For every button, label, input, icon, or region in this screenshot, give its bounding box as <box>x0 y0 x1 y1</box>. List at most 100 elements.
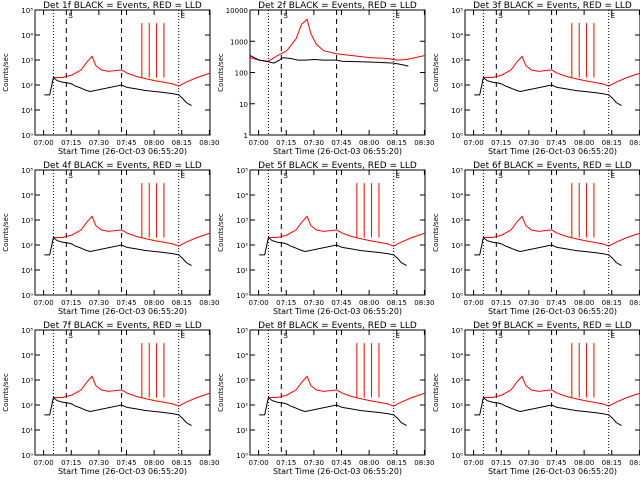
y-tick-label: 10⁵ <box>21 167 33 175</box>
panel-title: Det 4f BLACK = Events, RED = LLD <box>43 161 202 171</box>
x-tick-label: 07:30 <box>519 299 539 307</box>
events-series-line <box>259 396 407 427</box>
x-tick-label: 08:15 <box>387 139 407 147</box>
y-tick-label: 10³ <box>451 377 463 385</box>
x-tick-label: 07:00 <box>249 139 269 147</box>
plot-frame <box>249 329 426 456</box>
x-tick-label: 07:15 <box>276 459 296 467</box>
x-tick-label: 07:45 <box>546 299 566 307</box>
s-marker: S <box>68 332 73 340</box>
y-tick-label: 10² <box>21 82 33 90</box>
lld-series-line <box>268 215 426 247</box>
y-tick-label: 10⁴ <box>21 352 33 360</box>
x-axis-label: Start Time (26-Oct-03 06:55:20) <box>273 307 402 316</box>
panel-title: Det 3f BLACK = Events, RED = LLD <box>473 1 632 11</box>
lld-series-line <box>53 215 211 247</box>
y-tick-label: 10¹ <box>451 107 463 115</box>
lld-series-line <box>268 375 426 407</box>
e-marker: E <box>396 332 400 340</box>
panel-title: Det 9f BLACK = Events, RED = LLD <box>473 321 632 331</box>
x-tick-label: 07:30 <box>89 139 109 147</box>
detector-panel: Det 2f BLACK = Events, RED = LLD Counts/s… <box>217 1 434 156</box>
events-series-line <box>474 236 622 267</box>
lld-series-line <box>53 375 211 407</box>
detector-panel: Det 1f BLACK = Events, RED = LLD Counts/s… <box>2 1 219 156</box>
lld-series-line <box>53 55 211 87</box>
x-tick-label: 08:30 <box>414 139 434 147</box>
x-tick-label: 07:15 <box>61 459 81 467</box>
events-series-line <box>44 236 192 267</box>
events-series-line <box>474 76 622 107</box>
x-tick-label: 07:45 <box>116 299 136 307</box>
x-tick-label: 08:15 <box>172 139 192 147</box>
events-series-line <box>249 55 409 67</box>
x-tick-label: 07:00 <box>34 299 54 307</box>
y-tick-label: 10⁵ <box>451 7 463 15</box>
x-tick-label: 07:45 <box>546 139 566 147</box>
x-tick-label: 07:15 <box>61 139 81 147</box>
panel-title: Det 6f BLACK = Events, RED = LLD <box>473 161 632 171</box>
y-tick-label: 10 <box>239 101 248 109</box>
x-axis-label: Start Time (26-Oct-03 06:55:20) <box>273 467 402 476</box>
detector-panel: Det 4f BLACK = Events, RED = LLD Counts/s… <box>2 161 219 316</box>
panel-title: Det 1f BLACK = Events, RED = LLD <box>43 1 202 11</box>
x-tick-label: 08:15 <box>387 299 407 307</box>
y-tick-label: 10⁴ <box>451 192 463 200</box>
y-tick-label: 10¹ <box>236 267 248 275</box>
x-tick-label: 07:45 <box>331 459 351 467</box>
x-tick-label: 07:15 <box>491 459 511 467</box>
x-tick-label: 07:45 <box>546 459 566 467</box>
x-tick-label: 07:15 <box>276 139 296 147</box>
y-tick-label: 10⁵ <box>451 327 463 335</box>
x-tick-label: 07:00 <box>464 299 484 307</box>
panel-title: Det 5f BLACK = Events, RED = LLD <box>258 161 417 171</box>
y-tick-label: 10⁵ <box>451 167 463 175</box>
x-tick-label: 07:00 <box>249 299 269 307</box>
x-tick-label: 08:30 <box>199 139 219 147</box>
y-tick-label: 100 <box>235 70 248 78</box>
x-tick-label: 07:00 <box>249 459 269 467</box>
x-tick-label: 07:15 <box>61 299 81 307</box>
x-axis-label: Start Time (26-Oct-03 06:55:20) <box>58 467 187 476</box>
x-axis-label: Start Time (26-Oct-03 06:55:20) <box>58 307 187 316</box>
e-marker: E <box>396 172 400 180</box>
e-marker: E <box>611 332 615 340</box>
y-tick-label: 10³ <box>451 217 463 225</box>
y-tick-label: 10⁴ <box>21 32 33 40</box>
x-tick-label: 07:30 <box>89 299 109 307</box>
y-tick-label: 10³ <box>21 57 33 65</box>
y-tick-label: 10⁰ <box>21 292 33 300</box>
s-marker: S <box>283 12 288 20</box>
x-tick-label: 07:30 <box>519 459 539 467</box>
y-tick-label: 1 <box>244 132 248 140</box>
events-series-line <box>474 396 622 427</box>
y-tick-label: 10⁰ <box>451 452 463 460</box>
x-tick-label: 07:15 <box>491 299 511 307</box>
x-tick-label: 08:30 <box>629 299 640 307</box>
y-tick-label: 10¹ <box>236 427 248 435</box>
y-axis-label: Counts/sec <box>432 213 440 252</box>
s-marker: S <box>498 332 503 340</box>
e-marker: E <box>181 332 185 340</box>
y-tick-label: 10² <box>451 402 463 410</box>
x-tick-label: 07:15 <box>491 139 511 147</box>
x-axis-label: Start Time (26-Oct-03 06:55:20) <box>488 147 617 156</box>
y-tick-label: 1000 <box>230 38 248 46</box>
x-tick-label: 07:30 <box>89 459 109 467</box>
y-tick-label: 10⁰ <box>236 292 248 300</box>
x-tick-label: 07:00 <box>34 139 54 147</box>
x-tick-label: 08:30 <box>414 299 434 307</box>
plot-frame <box>34 329 211 456</box>
detector-panel: Det 8f BLACK = Events, RED = LLD Counts/s… <box>217 321 434 476</box>
y-axis-label: Counts/sec <box>217 373 225 412</box>
detector-panel: Det 9f BLACK = Events, RED = LLD Counts/s… <box>432 321 640 476</box>
s-marker: S <box>498 172 503 180</box>
s-marker: S <box>68 12 73 20</box>
x-tick-label: 08:30 <box>199 459 219 467</box>
x-tick-label: 07:30 <box>304 299 324 307</box>
e-marker: E <box>181 12 185 20</box>
detector-panel: Det 6f BLACK = Events, RED = LLD Counts/s… <box>432 161 640 316</box>
y-tick-label: 10⁴ <box>451 32 463 40</box>
y-tick-label: 10² <box>21 242 33 250</box>
x-tick-label: 08:00 <box>359 139 379 147</box>
